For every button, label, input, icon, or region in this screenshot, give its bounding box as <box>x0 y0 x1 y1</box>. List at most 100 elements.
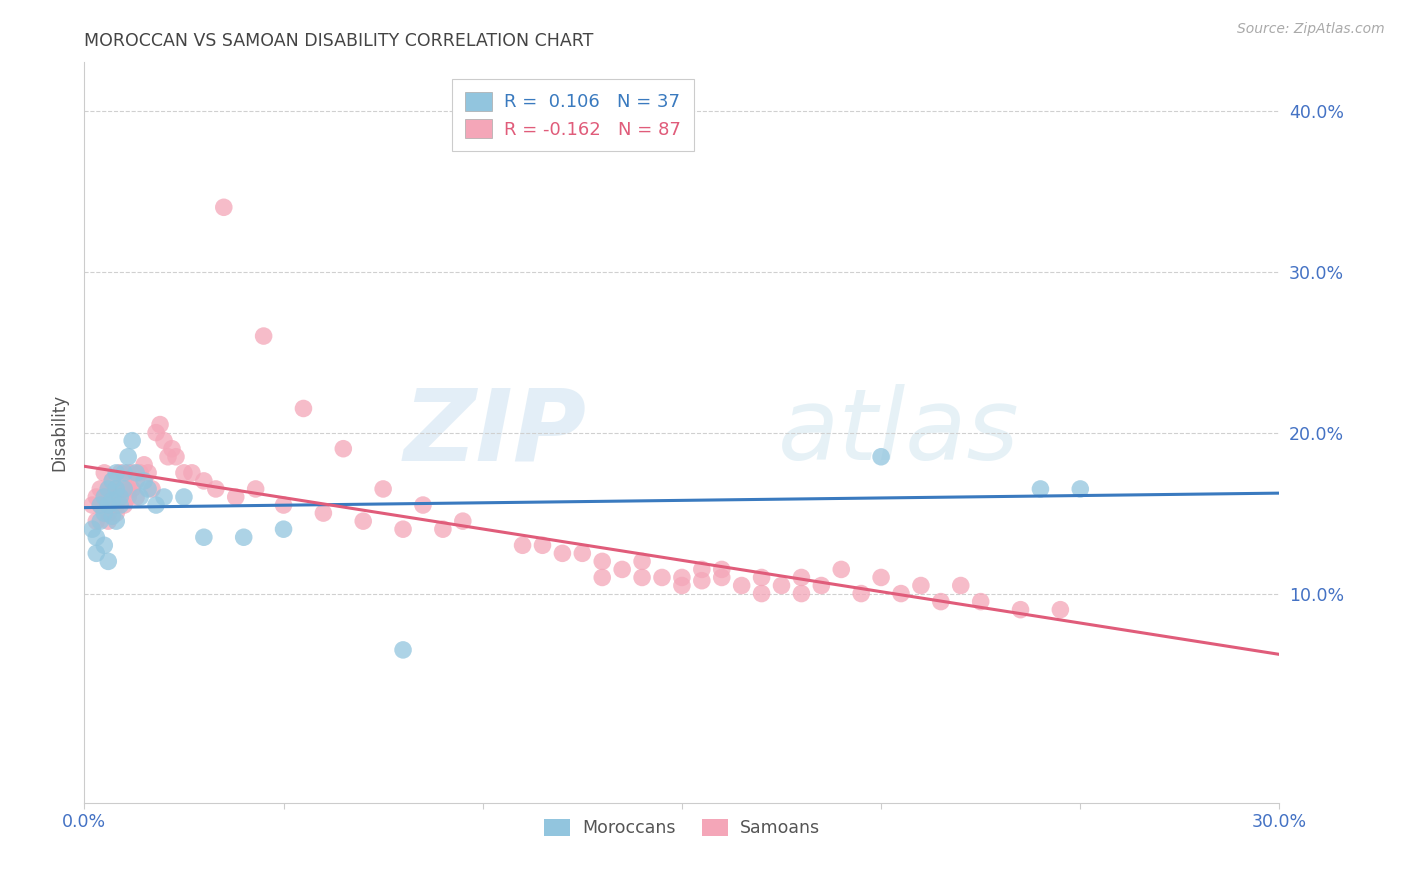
Point <box>125 474 148 488</box>
Point <box>105 506 128 520</box>
Point <box>851 586 873 600</box>
Point <box>117 466 139 480</box>
Point <box>273 522 295 536</box>
Point <box>225 490 247 504</box>
Point <box>671 578 693 592</box>
Point <box>571 546 593 560</box>
Point <box>890 586 912 600</box>
Point <box>245 482 267 496</box>
Point <box>136 482 159 496</box>
Point <box>117 450 139 464</box>
Point <box>531 538 554 552</box>
Point <box>132 474 156 488</box>
Point <box>112 482 135 496</box>
Point <box>153 490 176 504</box>
Point <box>392 522 415 536</box>
Point <box>232 530 254 544</box>
Point <box>432 522 454 536</box>
Point <box>145 498 167 512</box>
Point <box>101 490 124 504</box>
Point <box>451 514 474 528</box>
Point <box>101 509 124 524</box>
Point <box>93 490 115 504</box>
Point <box>751 570 773 584</box>
Point <box>89 514 111 528</box>
Point <box>690 562 713 576</box>
Point <box>181 466 204 480</box>
Point <box>145 425 167 440</box>
Point <box>101 493 124 508</box>
Point <box>830 562 852 576</box>
Point <box>551 546 574 560</box>
Point <box>117 490 139 504</box>
Text: ZIP: ZIP <box>404 384 586 481</box>
Point <box>86 546 108 560</box>
Point <box>631 570 654 584</box>
Text: MOROCCAN VS SAMOAN DISABILITY CORRELATION CHART: MOROCCAN VS SAMOAN DISABILITY CORRELATIO… <box>84 32 593 50</box>
Point <box>512 538 534 552</box>
Point <box>89 498 111 512</box>
Point <box>1010 602 1032 616</box>
Point <box>105 514 128 528</box>
Point <box>671 570 693 584</box>
Point <box>910 578 932 592</box>
Point <box>929 594 952 608</box>
Point <box>129 466 152 480</box>
Point <box>82 498 104 512</box>
Point <box>173 466 195 480</box>
Point <box>105 466 128 480</box>
Point <box>82 522 104 536</box>
Point <box>651 570 673 584</box>
Point <box>332 442 354 456</box>
Point <box>970 594 993 608</box>
Point <box>373 482 395 496</box>
Point <box>121 466 143 480</box>
Point <box>165 450 187 464</box>
Point <box>312 506 335 520</box>
Point <box>110 466 132 480</box>
Point <box>89 498 111 512</box>
Point <box>136 466 159 480</box>
Point <box>710 570 733 584</box>
Point <box>157 450 180 464</box>
Point <box>710 562 733 576</box>
Point <box>129 490 152 504</box>
Point <box>292 401 315 416</box>
Point <box>173 490 195 504</box>
Point <box>93 490 115 504</box>
Text: atlas: atlas <box>778 384 1019 481</box>
Point <box>112 482 135 496</box>
Point <box>141 482 163 496</box>
Point <box>86 490 108 504</box>
Point <box>121 482 143 496</box>
Point <box>125 466 148 480</box>
Point <box>97 514 120 528</box>
Point <box>790 570 813 584</box>
Y-axis label: Disability: Disability <box>51 394 69 471</box>
Point <box>1049 602 1071 616</box>
Point <box>110 490 132 504</box>
Point <box>612 562 634 576</box>
Point <box>870 450 893 464</box>
Point <box>870 570 893 584</box>
Point <box>97 506 120 520</box>
Point <box>105 482 128 496</box>
Point <box>97 554 120 568</box>
Point <box>125 490 148 504</box>
Point <box>160 442 183 456</box>
Point <box>132 458 156 472</box>
Point <box>97 498 120 512</box>
Point <box>153 434 176 448</box>
Point <box>205 482 228 496</box>
Point <box>731 578 754 592</box>
Point <box>101 474 124 488</box>
Point <box>105 498 128 512</box>
Point <box>97 482 120 496</box>
Point <box>93 506 115 520</box>
Point <box>149 417 172 432</box>
Point <box>86 530 108 544</box>
Point <box>97 482 120 496</box>
Point <box>253 329 276 343</box>
Point <box>101 474 124 488</box>
Point <box>117 482 139 496</box>
